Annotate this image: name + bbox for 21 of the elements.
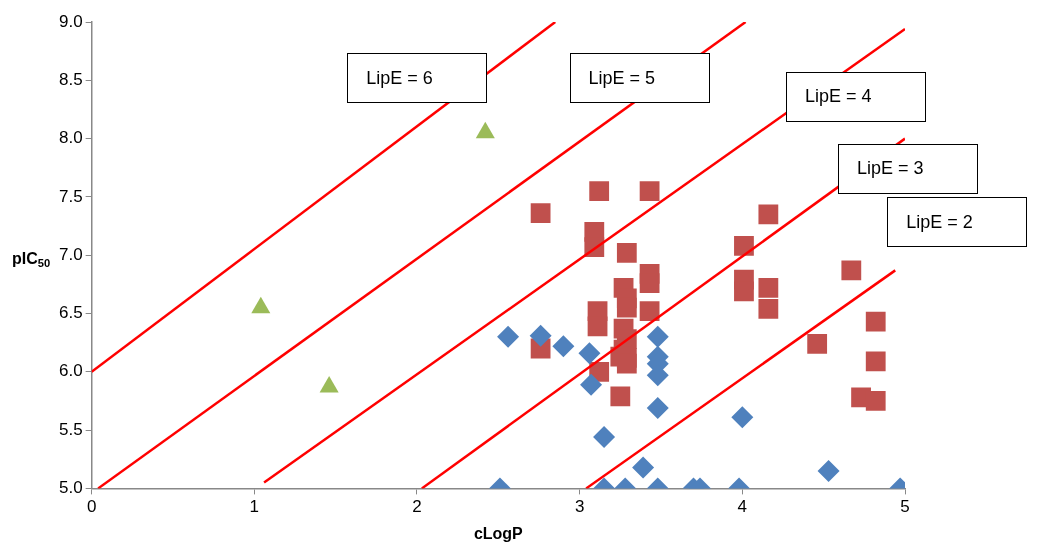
- y-tick-label: 8.5: [58, 69, 83, 89]
- x-axis-title: cLogP: [473, 524, 524, 542]
- label-box: LipE = 6: [347, 53, 488, 103]
- label-box: LipE = 3: [838, 143, 978, 194]
- y-tick-label: 6.5: [58, 303, 83, 323]
- label-box: LipE = 2: [887, 197, 1028, 248]
- y-tick-label: 7.0: [58, 244, 83, 264]
- label-box: LipE = 5: [569, 53, 710, 103]
- x-tick-label: 5: [900, 497, 910, 517]
- y-tick-label: 5.0: [58, 478, 83, 498]
- x-tick-label: 0: [86, 497, 97, 517]
- x-tick-label: 4: [737, 497, 748, 517]
- y-tick-label: 8.0: [58, 128, 83, 148]
- x-tick-label: 3: [574, 497, 585, 517]
- y-tick-label: 5.5: [58, 419, 83, 439]
- y-tick-label: 9.0: [58, 11, 83, 31]
- label-box: LipE = 4: [786, 72, 926, 122]
- x-tick-label: 1: [249, 497, 260, 517]
- y-tick-label: 6.0: [58, 361, 83, 381]
- x-tick-label: 2: [412, 497, 422, 517]
- y-tick-label: 7.5: [58, 186, 83, 206]
